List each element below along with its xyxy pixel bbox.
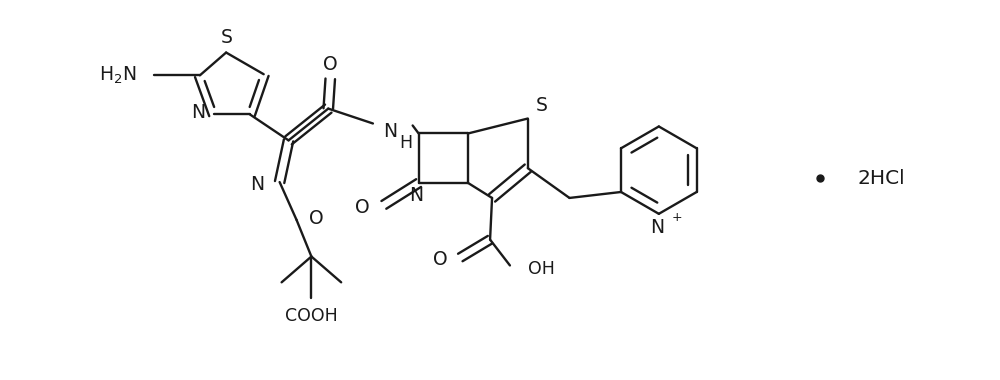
Text: 2HCl: 2HCl <box>857 169 905 188</box>
Text: H: H <box>400 135 413 152</box>
Text: O: O <box>433 250 447 269</box>
Text: OH: OH <box>528 260 555 279</box>
Text: S: S <box>536 96 548 115</box>
Text: N: N <box>383 122 397 141</box>
Text: N: N <box>410 187 424 206</box>
Text: H$_2$N: H$_2$N <box>99 65 136 86</box>
Text: O: O <box>355 198 370 217</box>
Text: +: + <box>671 211 682 224</box>
Text: COOH: COOH <box>285 307 338 325</box>
Text: N: N <box>251 174 265 193</box>
Text: N: N <box>191 103 205 122</box>
Text: S: S <box>221 28 233 47</box>
Text: O: O <box>309 209 324 228</box>
Text: N: N <box>650 218 664 237</box>
Text: O: O <box>323 55 338 74</box>
